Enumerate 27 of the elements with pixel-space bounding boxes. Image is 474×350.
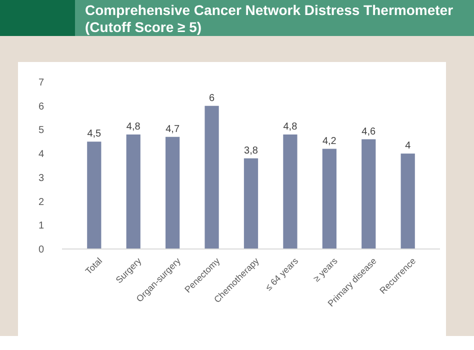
data-label: 3,8	[244, 145, 258, 156]
bar	[244, 158, 258, 249]
bar	[400, 154, 415, 249]
data-label: 4,8	[283, 121, 298, 132]
bar	[362, 139, 376, 249]
y-tick-label: 2	[38, 196, 44, 208]
data-label: 4,8	[126, 121, 141, 132]
y-tick-label: 4	[38, 149, 44, 160]
data-label: 4,5	[87, 128, 102, 140]
bar	[204, 106, 219, 249]
y-tick-label: 3	[38, 172, 44, 184]
data-label: 4,2	[322, 136, 337, 147]
bar	[126, 134, 140, 249]
y-tick-label: 1	[38, 220, 44, 232]
chart-title: Comprehensive Cancer Network Distress Thermometer (Cutoff Score ≥ 5)	[85, 2, 454, 35]
y-tick-label: 7	[38, 78, 44, 88]
data-label: 4,6	[362, 126, 376, 138]
bar	[283, 134, 298, 249]
y-tick-label: 6	[38, 101, 44, 112]
bar	[166, 136, 180, 249]
data-label: 4,7	[166, 124, 180, 135]
bar	[87, 142, 102, 249]
data-label: 6	[209, 92, 216, 104]
y-tick-label: 5	[38, 125, 44, 136]
data-label: 4	[405, 140, 412, 152]
y-tick-label: 0	[38, 244, 44, 256]
bar	[322, 148, 336, 249]
